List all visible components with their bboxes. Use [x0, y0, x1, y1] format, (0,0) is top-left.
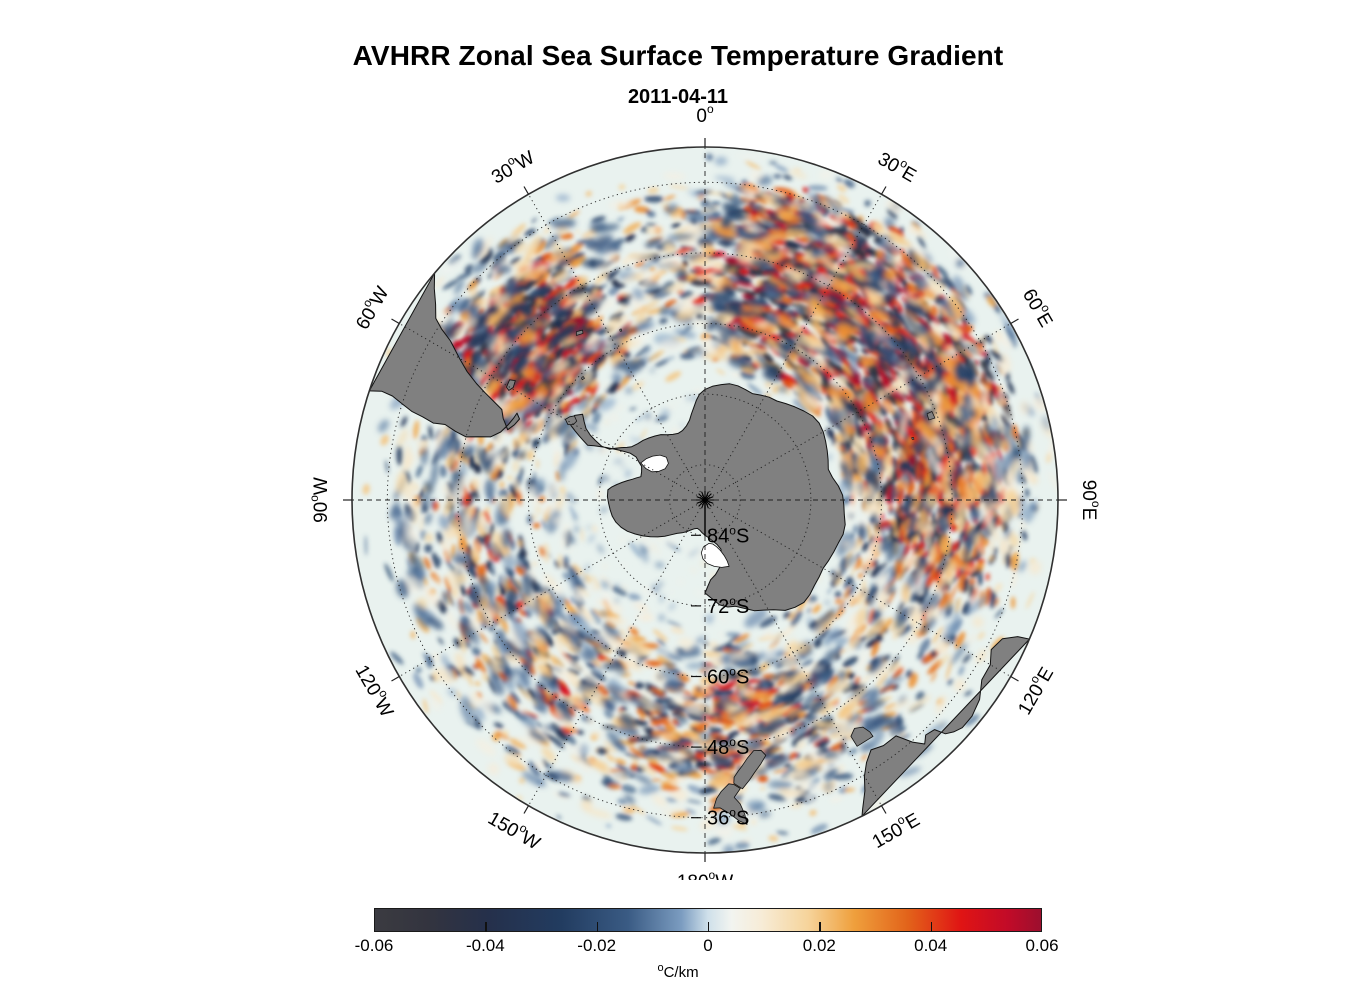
- parallel-gridline: [528, 323, 882, 677]
- longitude-tick: [391, 318, 400, 325]
- longitude-tick: [880, 805, 887, 814]
- landmass: [506, 379, 516, 391]
- longitude-label: 180oW: [677, 868, 733, 880]
- latitude-label: 84oS: [707, 523, 749, 547]
- landmass: [565, 415, 578, 425]
- land-layer: [368, 272, 1030, 825]
- longitude-tick: [880, 186, 887, 195]
- colorbar-tick-label: -0.06: [354, 936, 394, 955]
- longitude-label: 120oW: [351, 660, 401, 721]
- latitude-label: 60oS: [707, 665, 749, 689]
- landmass: [576, 329, 584, 336]
- latitude-label: 48oS: [707, 735, 749, 759]
- latitude-label: 72oS: [707, 594, 749, 618]
- landmass: [700, 543, 730, 568]
- landmass: [581, 376, 585, 381]
- longitude-tick: [1010, 318, 1019, 325]
- page-title: AVHRR Zonal Sea Surface Temperature Grad…: [352, 40, 1004, 71]
- longitude-label: 120oE: [1011, 662, 1058, 719]
- polar-stereographic-map: 0o 30oE 60oE 90oE 120oE 150oE 180oW 150oW 120oW 9…: [307, 102, 1103, 880]
- landmass: [713, 783, 748, 825]
- colorbar-unit-label: oC/km: [657, 962, 699, 981]
- polar-map-panel: 0o 30oE 60oE 90oE 120oE 150oE 180oW 150oW 120oW 9…: [307, 102, 1103, 880]
- colorbar-tick-label: 0.06: [1025, 936, 1059, 955]
- parallel-gridline: [598, 393, 812, 607]
- colorbar-tick-label: 0.04: [914, 936, 948, 955]
- colorbar-tick-label: -0.02: [577, 936, 617, 955]
- landmass: [619, 328, 623, 332]
- landmass: [640, 454, 669, 473]
- longitude-label: 150oE: [867, 806, 924, 853]
- colorbar-gradient: [374, 908, 1042, 932]
- pole-marker: [696, 491, 714, 536]
- longitude-label: 60oW: [349, 281, 393, 333]
- landmass: [733, 749, 767, 790]
- landmass: [568, 383, 846, 612]
- colorbar-tick-label: 0: [703, 936, 713, 955]
- landmass: [926, 411, 936, 421]
- longitude-tick: [391, 675, 400, 682]
- colorbar-tick-labels: -0.06 -0.04 -0.02 0 0.02 0.04 0.06: [355, 936, 1059, 960]
- longitude-label: 30oW: [486, 144, 538, 188]
- longitude-ticks: [343, 138, 1067, 862]
- landmass: [850, 726, 874, 747]
- landmass: [911, 437, 915, 440]
- landmass: [368, 272, 520, 438]
- colorbar[interactable]: [374, 908, 1042, 932]
- longitude-label: 30oE: [874, 145, 922, 187]
- longitude-tick: [523, 186, 530, 195]
- longitude-label: 150oW: [484, 805, 545, 855]
- longitude-tick: [1010, 675, 1019, 682]
- longitude-label: 0o: [696, 102, 714, 127]
- landmass: [861, 636, 1030, 817]
- longitude-label: 60oE: [1018, 284, 1060, 332]
- colorbar-tick-label: -0.04: [465, 936, 505, 955]
- latitude-labels: 84oS 72oS 60oS 48oS 36oS: [691, 523, 749, 830]
- longitude-label: 90oW: [307, 477, 332, 523]
- figure-subtitle: 2011-04-11: [627, 86, 729, 108]
- longitude-tick: [523, 805, 530, 814]
- latitude-label: 36oS: [707, 806, 749, 830]
- longitude-label: 90oE: [1078, 480, 1103, 521]
- colorbar-tick-label: 0.02: [802, 936, 836, 955]
